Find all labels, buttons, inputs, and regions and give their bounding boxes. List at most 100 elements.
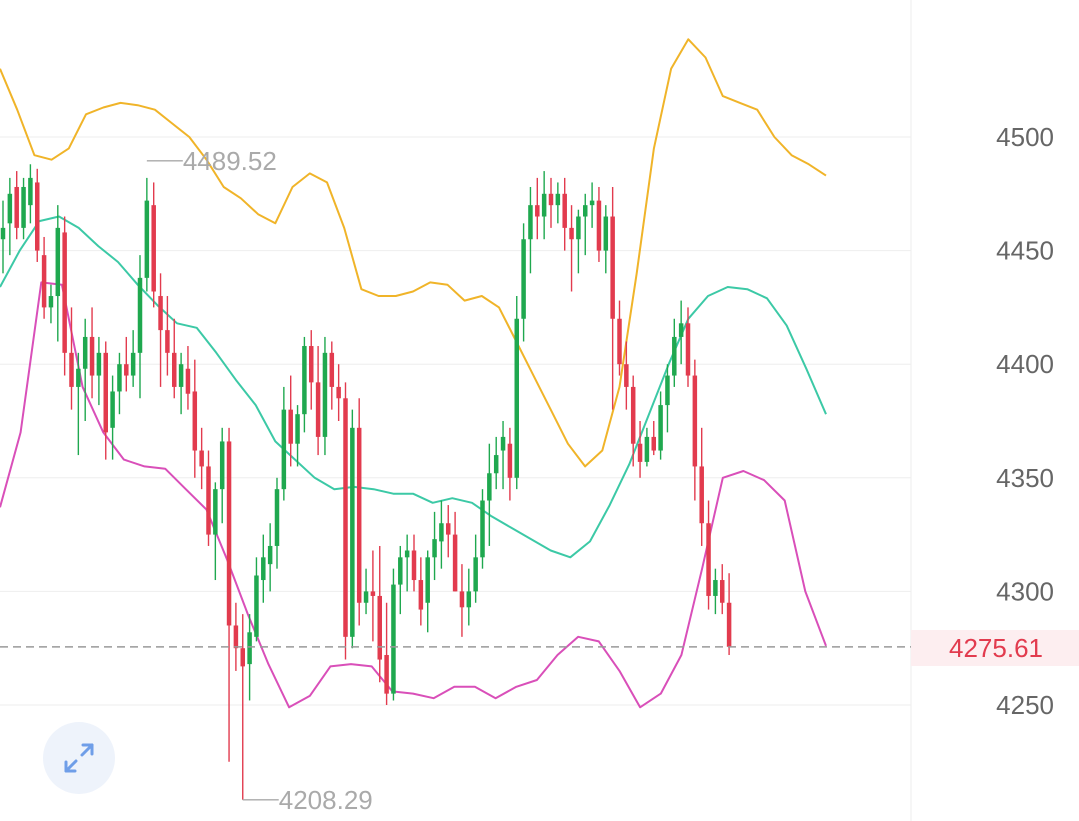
candle-body — [562, 193, 567, 228]
candle-body — [172, 352, 177, 387]
candle-body — [569, 227, 574, 240]
lower-band-line — [0, 281, 827, 709]
candle-body — [165, 330, 170, 353]
candle-body — [336, 386, 341, 399]
y-tick-label: 4400 — [996, 349, 1054, 379]
candle-body — [678, 323, 684, 337]
low-price-label: 4208.29 — [279, 785, 373, 815]
candle-body — [411, 550, 417, 581]
candle-body — [603, 216, 609, 251]
current-price-tag — [911, 630, 1079, 666]
candle-body — [14, 186, 19, 228]
candle-body — [288, 409, 293, 444]
candle-body — [507, 443, 513, 478]
candle-body — [199, 450, 204, 467]
candle-body — [206, 466, 211, 535]
candle-body — [473, 557, 478, 592]
candle-body — [398, 557, 403, 585]
candle-body — [21, 186, 26, 228]
candle-body — [7, 193, 13, 224]
candle-body — [521, 239, 526, 319]
candle-body — [480, 500, 485, 558]
candle-body — [425, 557, 430, 603]
candle-body — [35, 182, 40, 251]
candle-body — [610, 216, 615, 319]
candle-body — [658, 405, 663, 451]
candle-body — [28, 177, 33, 206]
candle-body — [48, 296, 54, 308]
candle-body — [69, 352, 74, 387]
candle-body — [178, 364, 184, 387]
candle-body — [356, 427, 362, 603]
candle-body — [432, 539, 437, 558]
candle-body — [685, 323, 691, 376]
candle-body — [384, 655, 389, 694]
y-axis-labels: 4250 4300 4350 4400 4450 4500 — [996, 122, 1054, 720]
candle-body — [144, 200, 150, 278]
candle-body — [322, 352, 328, 437]
candle-body — [541, 193, 547, 217]
candle-body — [583, 205, 588, 217]
candle-body — [261, 557, 266, 581]
candle-body — [439, 523, 444, 542]
candle-body — [692, 375, 698, 467]
y-tick-label: 4450 — [996, 236, 1054, 266]
candle-body — [596, 200, 602, 251]
candle-body — [233, 625, 239, 649]
candle-body — [555, 193, 561, 206]
candle-body — [41, 255, 47, 308]
candle-body — [254, 575, 259, 637]
candle-body — [89, 336, 95, 376]
candle-body — [548, 193, 554, 206]
candle-body — [110, 391, 115, 428]
current-price-label: 4275.61 — [949, 633, 1043, 663]
candle-body — [158, 296, 163, 331]
annotations: 4489.52 4208.29 — [146, 146, 373, 815]
candle-body — [624, 364, 629, 387]
candle-body — [446, 523, 451, 535]
candle-body — [130, 352, 136, 376]
y-tick-label: 4500 — [996, 122, 1054, 152]
candle-body — [672, 336, 677, 376]
candle-body — [350, 427, 355, 637]
candle-body — [185, 368, 191, 394]
candle-body — [226, 441, 232, 626]
y-tick-label: 4300 — [996, 576, 1054, 606]
candle-body — [699, 466, 704, 524]
upper-band-line — [0, 38, 827, 468]
candles — [0, 164, 732, 800]
candle-body — [726, 602, 732, 647]
candle-body — [329, 352, 335, 387]
candle-body — [281, 409, 287, 490]
grid-lines — [0, 136, 911, 706]
y-tick-label: 4350 — [996, 463, 1054, 493]
y-tick-label: 4250 — [996, 690, 1054, 720]
candle-body — [82, 336, 88, 369]
expand-arrows-icon — [64, 743, 94, 773]
candle-body — [295, 414, 300, 444]
candle-body — [124, 364, 129, 376]
candle-body — [117, 364, 122, 392]
candle-body — [651, 436, 656, 451]
candle-body — [535, 205, 540, 217]
candle-body — [487, 473, 492, 501]
candle-body — [630, 386, 636, 444]
candle-body — [418, 580, 424, 610]
candle-body — [0, 227, 6, 240]
candle-body — [247, 632, 252, 665]
candle-body — [363, 591, 369, 603]
candle-body — [309, 346, 314, 383]
expand-button[interactable] — [43, 722, 115, 794]
candle-body — [213, 489, 218, 535]
candle-body — [274, 489, 280, 546]
candle-body — [240, 648, 245, 667]
candle-body — [343, 398, 348, 637]
candle-body — [514, 318, 519, 478]
candle-body — [151, 205, 156, 292]
candle-body — [391, 584, 396, 694]
candle-body — [644, 436, 650, 462]
bollinger-bands — [0, 38, 827, 709]
candle-body — [103, 352, 108, 433]
candle-body — [713, 580, 718, 596]
